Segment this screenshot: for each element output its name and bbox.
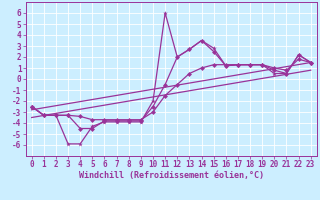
X-axis label: Windchill (Refroidissement éolien,°C): Windchill (Refroidissement éolien,°C) [79, 171, 264, 180]
